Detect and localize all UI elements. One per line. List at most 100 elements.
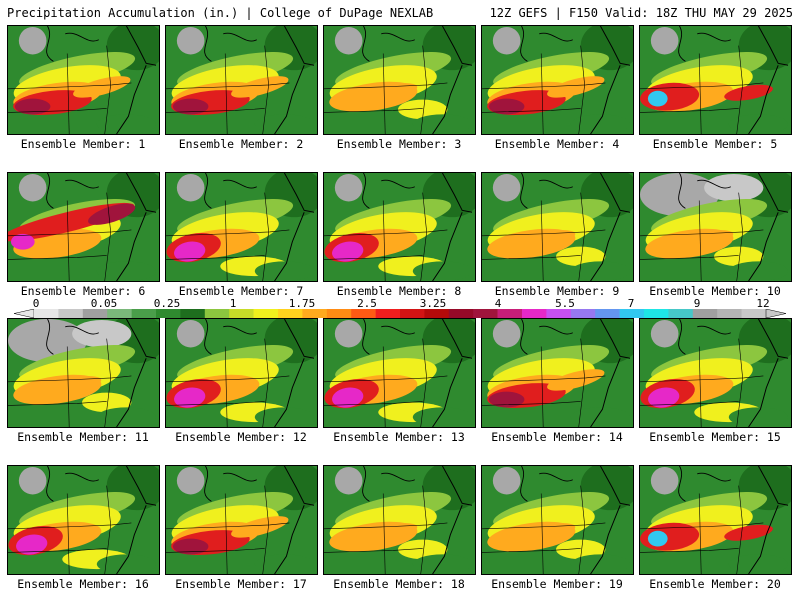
colorbar-swatch [741,309,767,318]
colorbar-tick-label: 5.5 [555,297,575,310]
colorbar-swatch [619,309,645,318]
ensemble-member-label-10: Ensemble Member: 10 [649,284,781,298]
model-valid-time: 12Z GEFS | F150 Valid: 18Z THU MAY 29 20… [489,6,793,20]
colorbar-swatch [253,309,279,318]
colorbar-swatch [668,309,694,318]
precip-field-5 [640,26,791,134]
ensemble-member-label-12: Ensemble Member: 12 [175,430,307,444]
colorbar-swatch [473,309,498,318]
ensemble-member-label-4: Ensemble Member: 4 [494,137,620,151]
ensemble-member-map-2 [165,25,318,135]
colorbar-swatch [644,309,669,318]
colorbar-labels: 0 0.05 0.25 1 1.75 2.5 3.25 4 5.5 7 9 12 [0,297,800,310]
colorbar-swatch [278,309,303,318]
ensemble-member-label-13: Ensemble Member: 13 [333,430,465,444]
ensemble-member-label-19: Ensemble Member: 19 [491,577,623,591]
ensemble-member-map-11 [7,318,160,428]
ensemble-member-map-6 [7,172,160,282]
colorbar-swatch [448,309,474,318]
colorbar-tick-label: 3.25 [419,297,447,310]
precip-field-17 [166,466,317,574]
precip-field-16 [8,466,159,574]
colorbar-swatch [351,309,376,318]
ensemble-member-label-20: Ensemble Member: 20 [649,577,781,591]
colorbar-swatch [82,309,108,318]
precip-field-7 [166,173,317,281]
header: Precipitation Accumulation (in.) | Colle… [0,0,800,24]
colorbar-swatch [229,309,254,318]
ensemble-member-map-7 [165,172,318,282]
ensemble-member-label-16: Ensemble Member: 16 [17,577,149,591]
colorbar-tick-label: 7 [627,297,635,310]
ensemble-member-label-1: Ensemble Member: 1 [20,137,146,151]
colorbar-swatch [180,309,206,318]
colorbar-swatch [522,309,547,318]
colorbar [0,309,800,318]
precip-field-9 [482,173,633,281]
colorbar-swatch [717,309,742,318]
colorbar-swatch [58,309,84,318]
ensemble-member-map-15 [639,318,792,428]
colorbar-tick-label: 1 [229,297,237,310]
precip-field-14 [482,319,633,427]
ensemble-member-map-9 [481,172,634,282]
precip-field-18 [324,466,475,574]
colorbar-tick-label: 0.25 [153,297,181,310]
ensemble-member-map-10 [639,172,792,282]
ensemble-member-map-8 [323,172,476,282]
colorbar-tick-label: 0 [32,297,40,310]
colorbar-swatch [400,309,425,318]
ensemble-member-map-13 [323,318,476,428]
precip-field-8 [324,173,475,281]
ensemble-member-label-6: Ensemble Member: 6 [20,284,146,298]
ensemble-member-label-11: Ensemble Member: 11 [17,430,149,444]
colorbar-tick-label: 9 [693,297,701,310]
ensemble-member-map-5 [639,25,792,135]
colorbar-swatch [595,309,620,318]
colorbar-swatch [156,309,181,318]
ensemble-member-label-15: Ensemble Member: 15 [649,430,781,444]
ensemble-member-label-5: Ensemble Member: 5 [652,137,778,151]
colorbar-swatch [302,309,328,318]
colorbar-tick-label: 2.5 [357,297,377,310]
colorbar-tick-label: 4 [494,297,502,310]
ensemble-member-map-18 [323,465,476,575]
colorbar-tick-label: 12 [756,297,770,310]
precip-field-13 [324,319,475,427]
precip-field-1 [8,26,159,134]
colorbar-swatch [497,309,523,318]
colorbar-swatch [326,309,352,318]
colorbar-swatch [570,309,596,318]
ensemble-member-map-17 [165,465,318,575]
ensemble-member-map-1 [7,25,160,135]
colorbar-svg [13,309,787,318]
precip-field-11 [8,319,159,427]
colorbar-tick-label: 0.05 [90,297,118,310]
map-title: Precipitation Accumulation (in.) | Colle… [7,6,434,20]
colorbar-swatch [204,309,230,318]
ensemble-member-label-3: Ensemble Member: 3 [336,137,462,151]
colorbar-min-arrow [13,309,35,318]
ensemble-member-label-18: Ensemble Member: 18 [333,577,465,591]
precip-field-3 [324,26,475,134]
precip-field-6 [8,173,159,281]
ensemble-member-map-19 [481,465,634,575]
precip-field-20 [640,466,791,574]
ensemble-member-map-12 [165,318,318,428]
colorbar-max-arrow [765,309,787,318]
precip-field-2 [166,26,317,134]
colorbar-swatch [375,309,401,318]
colorbar-swatch [692,309,718,318]
ensemble-member-map-16 [7,465,160,575]
colorbar-swatch [424,309,450,318]
ensemble-member-label-17: Ensemble Member: 17 [175,577,307,591]
precip-field-19 [482,466,633,574]
ensemble-member-map-20 [639,465,792,575]
ensemble-member-label-2: Ensemble Member: 2 [178,137,304,151]
ensemble-member-label-8: Ensemble Member: 8 [336,284,462,298]
ensemble-member-map-4 [481,25,634,135]
ensemble-member-label-14: Ensemble Member: 14 [491,430,623,444]
colorbar-tick-label: 1.75 [288,297,316,310]
colorbar-swatch [131,309,157,318]
precip-field-4 [482,26,633,134]
